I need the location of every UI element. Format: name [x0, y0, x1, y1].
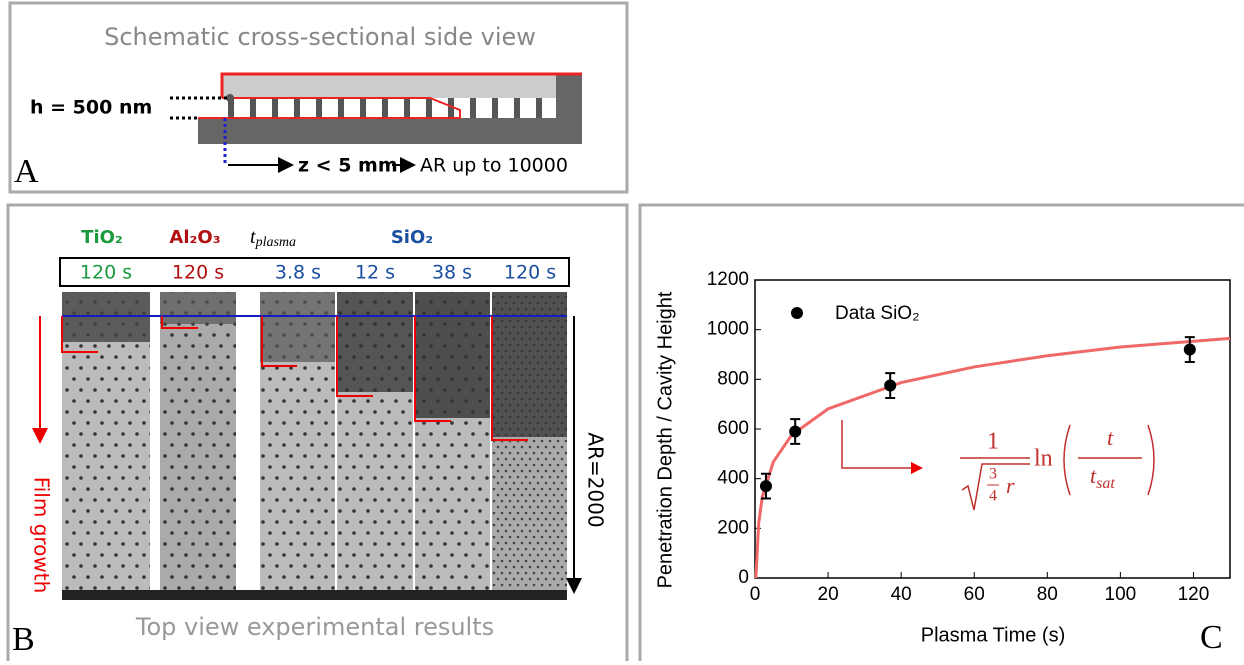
panel-letter: B [12, 621, 35, 658]
legend-label: Data SiO₂ [835, 303, 919, 324]
y-tick-label: 1000 [707, 319, 749, 340]
data-point [789, 425, 802, 438]
t-sub: plasma [255, 235, 296, 250]
y-tick-label: 1200 [707, 269, 749, 290]
x-tick-label: 100 [1105, 584, 1137, 605]
material-label: TiO₂ [81, 227, 123, 248]
ar-label: AR up to 10000 [420, 155, 568, 177]
formula-root-var: r [1006, 473, 1015, 498]
panel-b-frame [6, 203, 629, 665]
panel-a-title: Schematic cross-sectional side view [104, 23, 536, 51]
x-tick-label: 0 [750, 584, 761, 605]
y-tick-label: 0 [738, 567, 749, 588]
panel-c-frame [638, 203, 1244, 665]
schematic [170, 72, 582, 173]
formula-root-den: 4 [989, 488, 997, 505]
times: 120 s 120 s 3.8 s 12 s 38 s 120 s [80, 262, 556, 284]
x-axis-label: Plasma Time (s) [921, 624, 1065, 646]
panel-b-caption: Top view experimental results [135, 613, 494, 641]
data-point [759, 480, 772, 493]
panel-letter: A [14, 153, 39, 190]
h-label: h = 500 nm [30, 97, 152, 119]
y-tick-label: 800 [717, 368, 749, 389]
x-tick-label: 80 [1037, 584, 1058, 605]
time-label: 120 s [172, 262, 224, 284]
time-label: 3.8 s [275, 262, 321, 284]
formula-fn: ln [1034, 446, 1053, 472]
data-point [1183, 343, 1196, 356]
material-label: SiO₂ [391, 227, 433, 248]
x-tick-label: 120 [1178, 584, 1210, 605]
fit-line [754, 336, 1231, 579]
time-label: 38 s [432, 262, 472, 284]
y-tick-label: 600 [717, 418, 749, 439]
data-point [884, 379, 897, 392]
panel-letter: C [1200, 619, 1223, 656]
y-tick-label: 400 [717, 468, 749, 489]
panel-a-frame [8, 1, 629, 194]
ar-2000: AR=2000 [584, 432, 608, 527]
z-label: z < 5 mm [298, 155, 398, 177]
film-growth: Film growth [30, 477, 54, 594]
formula-root-num: 3 [989, 466, 997, 483]
y-axis-label: Penetration Depth / Cavity Height [654, 291, 676, 588]
formula-inner-den: tsat [1090, 463, 1115, 492]
t-base: t [250, 226, 256, 248]
sat: sat [1096, 475, 1115, 492]
strips [32, 292, 582, 600]
t: t [1090, 463, 1097, 488]
y-tick-label: 200 [717, 517, 749, 538]
material-label: Al₂O₃ [169, 227, 220, 248]
formula-inner-num: t [1107, 425, 1114, 450]
time-label: 120 s [80, 262, 132, 284]
formula-numerator: 1 [987, 429, 999, 455]
t-plasma: tplasma [250, 226, 296, 251]
x-tick-label: 60 [964, 584, 985, 605]
x-tick-label: 20 [818, 584, 839, 605]
legend-marker [791, 307, 803, 319]
plot: 0 20 40 60 80 100 120020040060080010001200Data… [707, 269, 1231, 605]
x-tick-label: 40 [891, 584, 912, 605]
time-label: 120 s [504, 262, 556, 284]
formula: 1 3 4 r ln t tsat [841, 420, 1155, 511]
time-label: 12 s [355, 262, 395, 284]
time-box [59, 257, 570, 287]
